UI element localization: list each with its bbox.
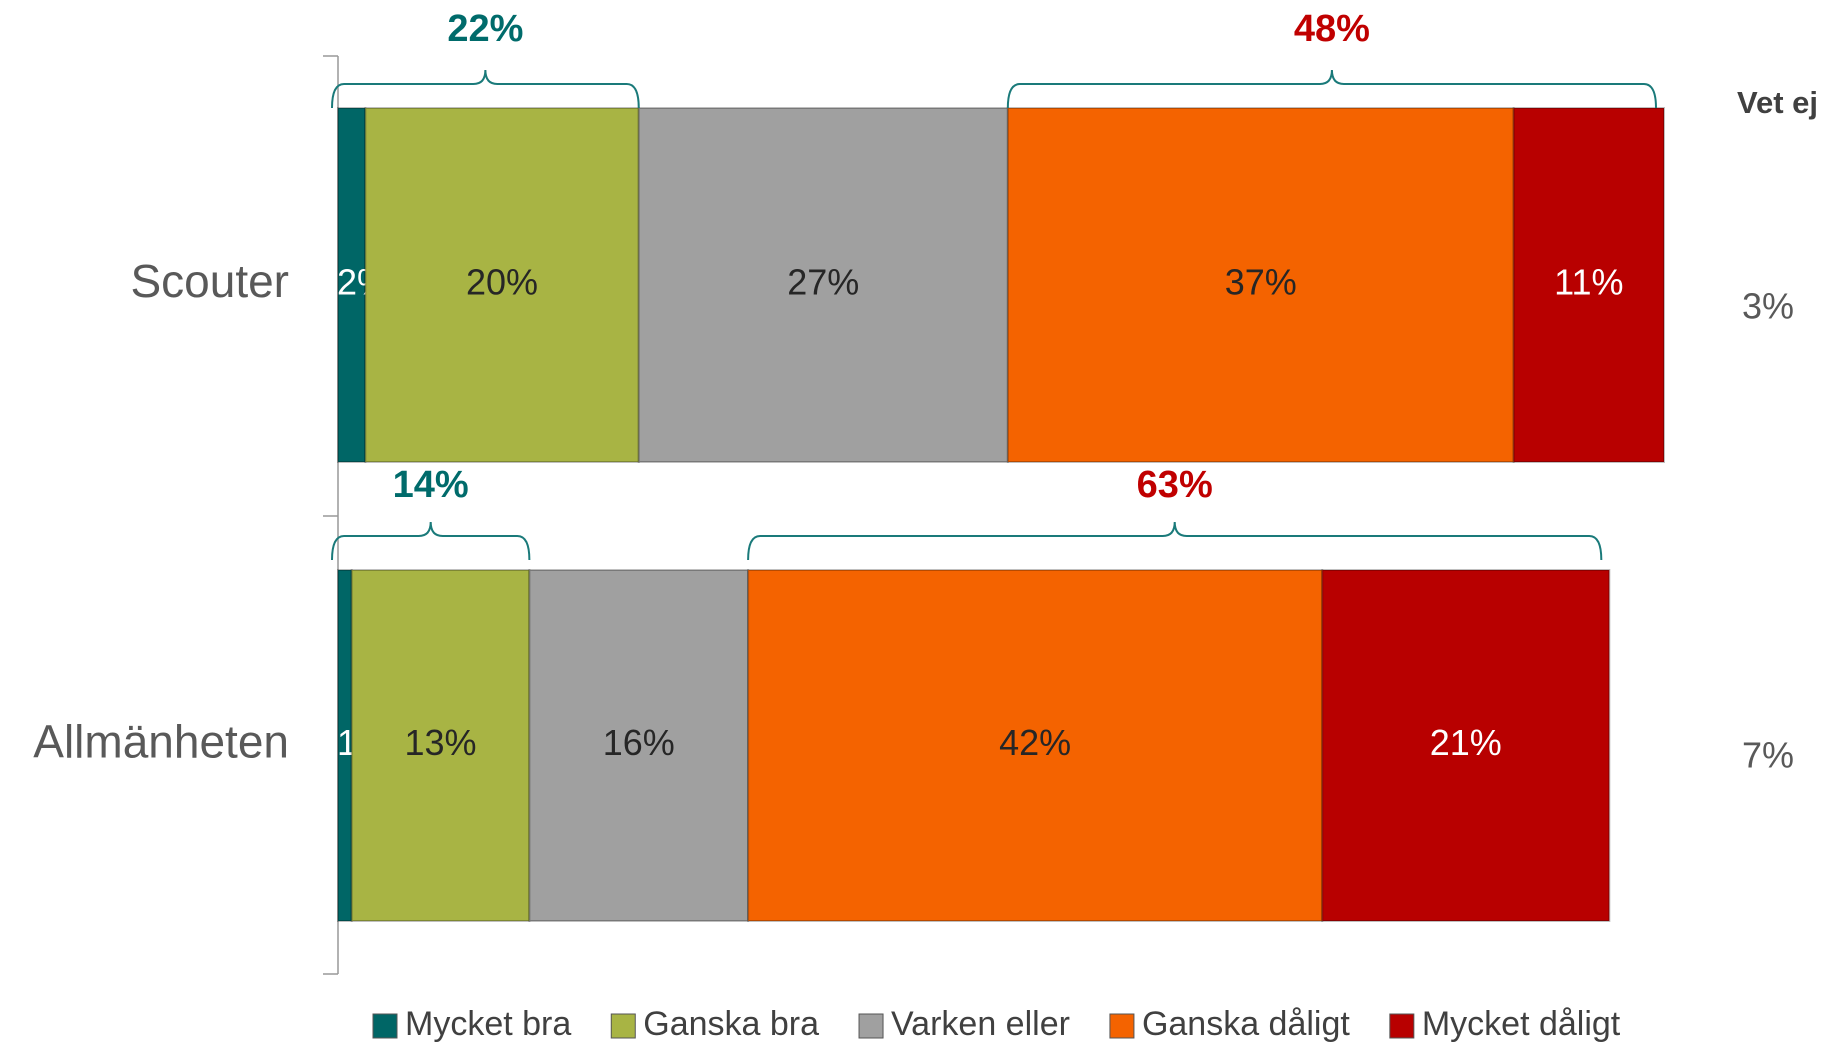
bar-segment <box>1321 569 1611 922</box>
bar-segment <box>637 107 1009 463</box>
data-label: 21% <box>1430 722 1502 763</box>
legend-label: Ganska bra <box>643 1005 819 1043</box>
data-label: 42% <box>999 722 1071 763</box>
legend-swatch <box>610 1013 636 1039</box>
data-label: 11% <box>1554 262 1623 303</box>
vet-ej-header: Vet ej <box>1737 85 1818 120</box>
data-label: 27% <box>787 262 859 303</box>
bracket-label: 22% <box>447 8 523 50</box>
legend-swatch <box>1109 1013 1135 1039</box>
legend-label: Mycket bra <box>405 1005 571 1043</box>
bracket <box>331 521 531 561</box>
bracket <box>747 521 1603 561</box>
bar-segment <box>350 569 531 922</box>
data-label: 20% <box>466 262 538 303</box>
bar-segment <box>337 107 367 463</box>
legend-swatch <box>1389 1013 1415 1039</box>
data-label: 16% <box>603 722 675 763</box>
bracket-label: 63% <box>1137 464 1213 506</box>
bracket <box>1006 69 1657 109</box>
bar-segment <box>1006 107 1515 463</box>
legend-label: Varken eller <box>891 1005 1070 1043</box>
data-label: 37% <box>1225 262 1297 303</box>
bar-segment <box>364 107 640 463</box>
legend-label: Ganska dåligt <box>1142 1005 1350 1043</box>
data-label: 13% <box>404 722 476 763</box>
bar-segment <box>1512 107 1666 463</box>
bracket-label: 14% <box>393 464 469 506</box>
bracket <box>331 69 640 109</box>
category-label: Allmänheten <box>33 716 289 768</box>
vet-ej-value: 3% <box>1742 286 1794 327</box>
category-label: Scouter <box>130 255 289 307</box>
vet-ej-value: 7% <box>1742 735 1794 776</box>
legend-swatch <box>858 1013 884 1039</box>
bar-segment <box>528 569 750 922</box>
bracket-label: 48% <box>1294 8 1370 50</box>
legend-swatch <box>372 1013 398 1039</box>
legend-label: Mycket dåligt <box>1422 1005 1621 1043</box>
